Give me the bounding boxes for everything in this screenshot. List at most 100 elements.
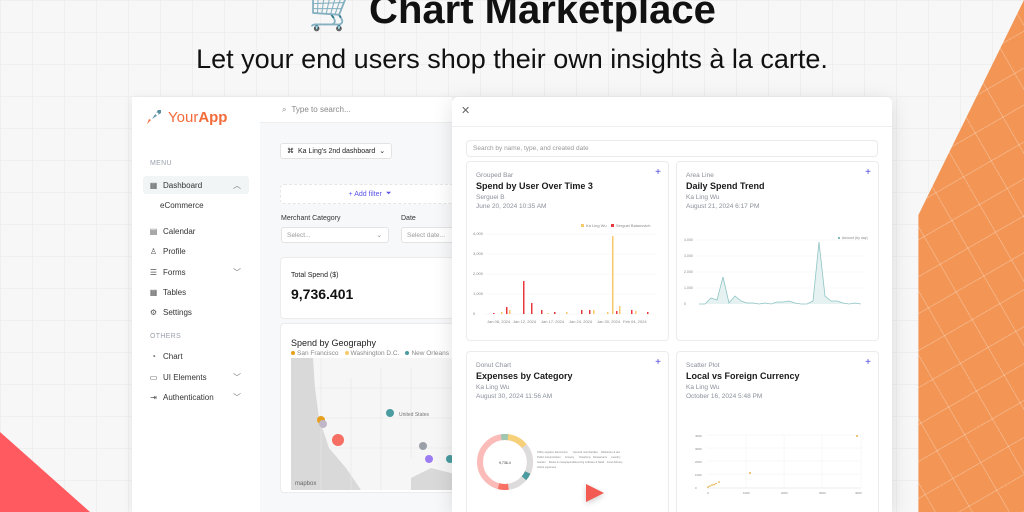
legend-item: New Orleans [411,350,450,357]
chart-author: Serguei B [476,194,505,201]
sidebar-item-label: Dashboard [163,180,203,190]
filter-icon: ⏷ [385,190,392,197]
chevron-down-icon: ⌄ [376,232,382,239]
merchant-category-select[interactable]: Select... ⌄ [281,227,389,243]
chart-author: Ka Ling Wu [686,194,720,201]
svg-text:2,000: 2,000 [473,271,484,276]
sidebar-item-ui-elements[interactable]: ▭ UI Elements ﹀ [143,368,249,386]
scatter-chart: 0 1000 2000 3000 4000 0 1000 2000 3000 4… [695,434,862,495]
svg-text:1000: 1000 [695,473,702,477]
svg-text:2,000: 2,000 [684,270,693,274]
chart-card-scatter[interactable]: Scatter Plot Local vs Foreign Currency K… [676,351,879,512]
svg-text:General merchandise: General merchandise [573,450,598,454]
svg-text:Jan 08, 2024: Jan 08, 2024 [487,319,511,324]
chart-title: Daily Spend Trend [686,181,765,191]
svg-text:Airline expenses: Airline expenses [537,465,557,469]
svg-text:0: 0 [684,302,686,306]
dashboard-icon: ⌘ [287,148,294,155]
chart-type: Area Line [686,172,714,179]
svg-text:Amount (by day): Amount (by day) [842,236,868,240]
svg-text:1000: 1000 [743,491,750,495]
grouped-bar-chart: Ka Ling Wu Serguei Balanovich 0 1,000 2,… [473,223,656,324]
svg-text:2000: 2000 [695,460,702,464]
svg-text:Ka Ling Wu: Ka Ling Wu [586,223,607,228]
chart-date: August 30, 2024 11:56 AM [476,393,553,400]
chart-date: June 20, 2024 10:35 AM [476,203,547,210]
svg-text:Telephony: Telephony [579,455,592,459]
logo[interactable]: YourApp [144,107,227,127]
add-filter-button[interactable]: + Add filter ⏷ [280,184,452,204]
sidebar-item-label: Chart [163,351,183,361]
svg-text:Grocery: Grocery [565,455,575,459]
date-label: Date [401,215,416,222]
sidebar-item-dashboard[interactable]: ▦ Dashboard ︿ [143,176,249,194]
svg-text:2000: 2000 [781,491,788,495]
search-input[interactable]: Type to search... [291,105,351,114]
svg-text:3,000: 3,000 [473,251,484,256]
chart-card-donut[interactable]: Donut Chart Expenses by Category Ka Ling… [466,351,669,512]
dashboard-main: ⌕ Type to search... ⌘ Ka Ling's 2nd dash… [260,97,452,512]
chart-title: Expenses by Category [476,371,573,381]
svg-text:Restaurants: Restaurants [593,455,608,459]
sidebar-item-settings[interactable]: ⚙ Settings [143,303,249,321]
sidebar-item-tables[interactable]: ▦ Tables [143,283,249,301]
sidebar-item-label: Forms [163,267,186,277]
pie-chart-icon: ◔ [151,351,156,361]
sidebar-item-label: Tables [163,287,187,297]
geo-legend: San Francisco Washington D.C. New Orlean… [291,350,449,357]
chart-author: Ka Ling Wu [686,384,720,391]
sidebar-subitem-ecommerce[interactable]: eCommerce [160,201,204,210]
add-chart-button[interactable]: + [655,167,661,178]
chevron-down-icon: ⌄ [379,148,386,155]
svg-text:Jan 30, 2024: Jan 30, 2024 [597,319,621,324]
sidebar-item-chart[interactable]: ◔ Chart [143,347,249,365]
chart-card-grouped-bar[interactable]: Grouped Bar Spend by User Over Time 3 Se… [466,161,669,341]
dashboard-selector[interactable]: ⌘ Ka Ling's 2nd dashboard ⌄ [280,143,393,159]
sidebar-item-profile[interactable]: ♙ Profile [143,242,249,260]
select-placeholder: Select date... [407,231,445,239]
svg-text:Laundry: Laundry [611,455,621,459]
logo-suffix: App [198,108,228,126]
chart-type: Donut Chart [476,362,512,369]
legend-item: Washington D.C. [350,350,400,357]
svg-text:1,000: 1,000 [684,286,693,290]
svg-text:9,736.4: 9,736.4 [499,461,511,465]
chevron-down-icon: ﹀ [233,392,241,402]
sidebar: YourApp MENU ▦ Dashboard ︿ eCommerce ▤ C… [132,97,260,512]
sidebar-item-calendar[interactable]: ▤ Calendar [143,222,249,240]
sidebar-item-authentication[interactable]: ⇥ Authentication ﹀ [143,388,249,406]
date-select[interactable]: Select date... [401,227,452,243]
logo-prefix: Your [168,108,199,126]
kpi-card: Total Spend ($) 9,736.401 [280,257,452,319]
hero-title: 🛒 Chart Marketplace [308,0,716,32]
close-icon[interactable]: ✕ [461,105,471,117]
svg-text:Electronics: Electronics [555,450,568,454]
svg-text:4,000: 4,000 [473,231,484,236]
chart-date: October 16, 2024 5:48 PM [686,393,763,400]
sidebar-item-forms[interactable]: ☰ Forms ﹀ [143,263,249,281]
marketplace-search-input[interactable]: Search by name, type, and created date [466,140,878,157]
grid-icon: ▦ [149,180,158,190]
chart-type: Grouped Bar [476,172,514,179]
calendar-icon: ▤ [149,226,158,236]
add-chart-button[interactable]: + [865,357,871,368]
svg-text:4000: 4000 [855,491,862,495]
chevron-down-icon: ﹀ [233,372,241,382]
chart-card-area-line[interactable]: Area Line Daily Spend Trend Ka Ling Wu A… [676,161,879,341]
chevron-up-icon: ︿ [233,180,241,190]
svg-text:Food delivery: Food delivery [607,460,623,464]
svg-text:3000: 3000 [695,447,702,451]
svg-text:Feb 04, 2024: Feb 04, 2024 [623,319,647,324]
svg-text:1,000: 1,000 [473,291,484,296]
search-bar[interactable]: ⌕ Type to search... [260,97,452,123]
add-chart-button[interactable]: + [655,357,661,368]
svg-text:3,000: 3,000 [684,254,693,258]
modal-header: ✕ [452,97,892,127]
svg-text:0: 0 [707,491,709,495]
svg-text:0: 0 [695,486,697,490]
svg-text:4000: 4000 [695,434,702,438]
svg-text:0: 0 [473,311,476,316]
sidebar-item-label: UI Elements [163,372,207,382]
add-chart-button[interactable]: + [865,167,871,178]
geo-map[interactable]: United States mapbox [291,358,452,490]
